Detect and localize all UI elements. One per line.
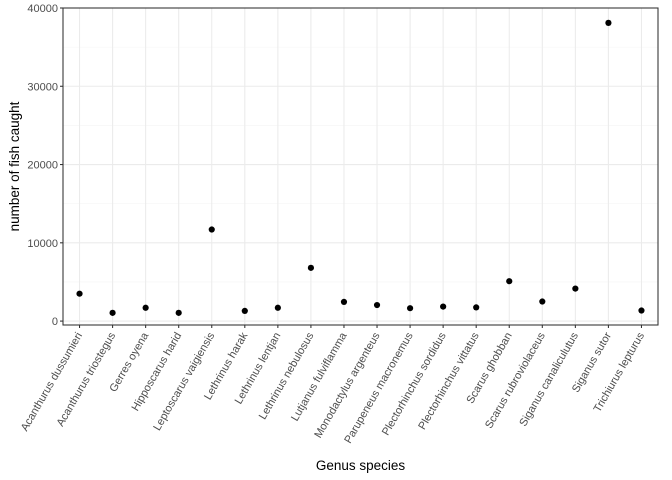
x-tick-label: Scarus rubroviolaceus <box>483 330 548 431</box>
y-tick-label: 40000 <box>27 3 58 15</box>
data-point <box>638 307 645 314</box>
data-point <box>76 290 83 297</box>
data-point <box>142 304 149 311</box>
grid-lines <box>63 7 658 325</box>
x-tick-label: Plectorhinchus vittatus <box>416 330 482 432</box>
plot-panel-border <box>62 7 659 326</box>
data-point <box>109 309 116 316</box>
data-point <box>175 309 182 316</box>
data-point <box>605 19 612 26</box>
data-point <box>373 301 381 309</box>
y-axis: 0 10000 20000 30000 40000 <box>27 3 63 328</box>
x-tick-label: Siganus canaliculutus <box>517 330 581 429</box>
y-tick-label: 10000 <box>27 238 58 250</box>
data-point <box>307 264 315 271</box>
data-point <box>539 298 546 305</box>
data-point <box>274 304 281 311</box>
data-point <box>506 278 513 285</box>
data-point <box>340 298 348 306</box>
data-point <box>406 305 414 312</box>
data-point <box>440 303 447 310</box>
y-tick-label: 0 <box>52 316 58 328</box>
x-tick-label: Plectorhinchus sordidus <box>380 330 449 438</box>
y-tick-label: 20000 <box>27 160 58 172</box>
x-tick-label: Monodactylus argenteus <box>312 330 383 440</box>
y-tick-label: 30000 <box>27 81 58 93</box>
x-tick-label: Leptoscarus vaigiensis <box>151 330 217 433</box>
x-axis-title: Genus species <box>316 458 406 473</box>
data-point <box>241 307 248 315</box>
data-point <box>473 304 480 311</box>
data-points <box>76 19 645 316</box>
x-tick-label: Acanthurus triostegus <box>55 330 119 429</box>
y-axis-title: number of fish caught <box>7 101 22 231</box>
x-tick-label: Acanthurus dussumieri <box>19 331 85 434</box>
data-point <box>208 226 215 233</box>
data-point <box>572 285 579 292</box>
